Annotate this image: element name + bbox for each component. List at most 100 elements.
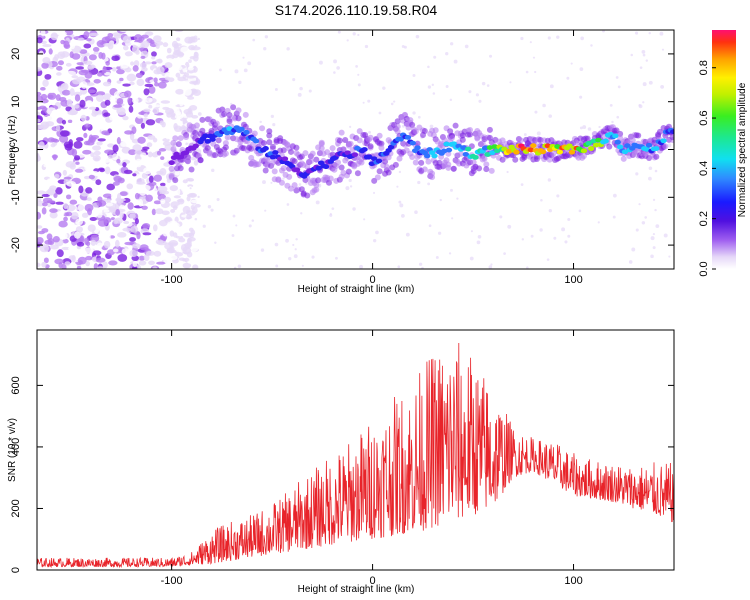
spectrogram-cell: [103, 209, 110, 213]
spectrogram-cell: [187, 66, 194, 71]
spectrogram-cell: [655, 224, 660, 228]
spectrogram-cell: [352, 207, 356, 211]
spectrogram-cell: [86, 100, 93, 107]
spectrogram-cell: [71, 61, 76, 70]
spectrogram-cell: [501, 146, 508, 152]
spectrogram-cell: [76, 62, 85, 66]
spectrogram-cell: [70, 41, 76, 50]
spectrogram-cell: [88, 54, 97, 61]
spectrogram-cell: [104, 72, 112, 76]
spectrogram-cell: [602, 30, 605, 33]
spectrogram-cell: [42, 57, 51, 64]
spectrogram-cell: [37, 230, 45, 235]
spectrogram-cell: [612, 215, 616, 219]
spectrogram-cell: [414, 145, 421, 151]
spectrogram-cell: [329, 212, 332, 215]
spectrogram-cell: [75, 137, 84, 142]
spectrogram-y-tick-label: 10: [10, 96, 22, 108]
spectrogram-cell: [188, 227, 194, 232]
spectrogram-cell: [669, 129, 674, 135]
spectrogram-cell: [243, 129, 250, 135]
spectrogram-cell: [158, 219, 168, 227]
spectrogram-cell: [359, 264, 364, 269]
spectrogram-cell: [55, 187, 63, 195]
spectrogram-cell: [71, 132, 77, 137]
spectrogram-cell: [617, 134, 624, 141]
colorbar: 0.0 0.2 0.4 0.6 0.8 Normalized spectral ampl…: [698, 30, 748, 277]
spectrogram-cell: [123, 220, 130, 225]
spectrogram-cell: [251, 130, 258, 137]
spectrogram-cell: [264, 35, 269, 39]
spectrogram-cell: [376, 168, 383, 175]
spectrogram-cell: [431, 153, 438, 159]
spectrogram-cell: [142, 232, 152, 236]
colorbar-tick-label: 0.8: [698, 60, 710, 75]
spectrogram-cell: [367, 134, 374, 141]
spectrogram-cell: [308, 89, 312, 93]
spectrogram-cell: [130, 113, 136, 118]
spectrogram-cell: [102, 81, 112, 87]
spectrogram-cell: [75, 226, 84, 233]
spectrogram-cell: [338, 164, 345, 171]
spectrogram-cell: [467, 127, 474, 134]
spectrogram-cell: [55, 113, 63, 119]
spectrogram-cell: [567, 217, 571, 222]
spectrogram-cell: [561, 227, 566, 232]
spectrogram-cell: [539, 228, 543, 232]
spectrogram-cell: [186, 75, 196, 79]
spectrogram-cell: [570, 62, 573, 65]
spectrogram-cell: [40, 93, 48, 101]
spectrogram-cell: [222, 144, 229, 151]
spectrogram-cell: [648, 31, 651, 35]
spectrogram-cell: [529, 41, 532, 44]
spectrogram-cell: [141, 40, 150, 49]
spectrogram-cell: [85, 187, 93, 194]
spectrogram-cell: [103, 93, 112, 101]
spectrogram-cell: [271, 168, 278, 175]
spectrogram-cell: [124, 125, 129, 131]
spectrogram-cell: [42, 202, 48, 207]
spectrogram-cell: [85, 241, 91, 247]
spectrogram-cell: [123, 169, 133, 174]
spectrogram-cell: [493, 148, 501, 154]
spectrogram-cell: [215, 137, 222, 144]
spectrogram-cell: [109, 112, 114, 121]
spectrogram-cell: [392, 161, 399, 168]
spectrogram-cell: [397, 265, 401, 269]
spectrogram-cell: [197, 37, 200, 41]
spectrogram-cell: [235, 224, 238, 227]
spectrogram-cell: [280, 147, 287, 154]
spectrogram-cell: [104, 149, 114, 154]
spectrogram-cell: [170, 208, 176, 213]
spectrogram-cell: [156, 58, 163, 64]
spectrogram-cell: [135, 158, 143, 166]
spectrogram-cell: [185, 177, 194, 182]
spectrogram-cell: [520, 36, 524, 41]
spectrogram-cell: [134, 192, 140, 200]
spectrogram-cell: [394, 118, 401, 125]
spectrogram-cell: [262, 167, 269, 174]
spectrogram-cell: [542, 103, 546, 108]
spectrogram-cell: [383, 163, 390, 170]
spectrogram-cell: [93, 263, 99, 269]
spectrogram-cell: [235, 107, 242, 114]
spectrogram-cell: [175, 141, 182, 148]
spectrogram-cell: [187, 96, 195, 100]
spectrogram-cell: [459, 136, 466, 143]
spectrogram-cell: [68, 255, 76, 260]
spectrogram-cell: [158, 81, 167, 89]
spectrogram-cell: [345, 168, 352, 175]
spectrogram-cell: [645, 59, 649, 62]
spectrogram-cell: [56, 72, 62, 76]
spectrogram-cell: [37, 91, 42, 97]
spectrogram-cell: [103, 217, 112, 224]
spectrogram-cell: [357, 83, 361, 87]
spectrogram-cell: [548, 209, 552, 213]
spectrogram-cell: [130, 225, 139, 233]
spectrogram-cell: [57, 210, 65, 216]
spectrogram-cell: [145, 119, 156, 126]
spectrogram-cell: [247, 61, 252, 66]
spectrogram-cell: [322, 164, 330, 170]
spectrogram-cell: [281, 156, 289, 162]
